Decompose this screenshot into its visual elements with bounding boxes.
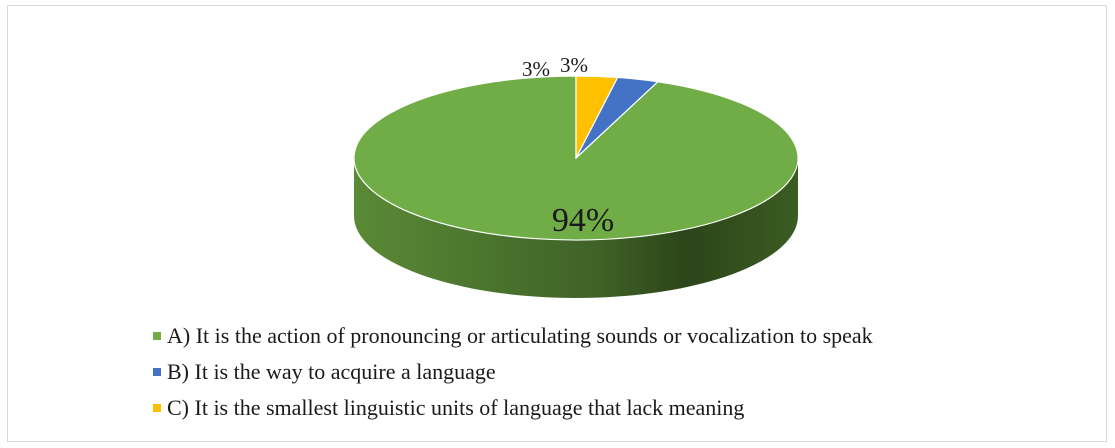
legend-label-c: C) It is the smallest linguistic units o… (167, 395, 745, 420)
pie-slices (353, 75, 799, 241)
legend: A) It is the action of pronouncing or ar… (153, 318, 873, 426)
data-label-b: 3% (522, 57, 550, 81)
data-label-c: 3% (560, 53, 588, 77)
pie-side (354, 158, 798, 298)
legend-item-c: C) It is the smallest linguistic units o… (153, 390, 873, 426)
legend-label-b: B) It is the way to acquire a language (167, 359, 496, 384)
chart-frame: 94% 3% 3% A) It is the action of pronounci… (7, 5, 1107, 442)
legend-item-a: A) It is the action of pronouncing or ar… (153, 318, 873, 354)
legend-item-b: B) It is the way to acquire a language (153, 354, 873, 390)
pie-chart: 94% 3% 3% (353, 53, 799, 298)
legend-label-a: A) It is the action of pronouncing or ar… (167, 323, 873, 348)
data-label-a: 94% (552, 202, 614, 239)
pie-slice-c (575, 75, 619, 159)
legend-swatch-a (153, 332, 161, 340)
pie-data-labels: 94% 3% 3% (522, 53, 614, 239)
legend-swatch-b (153, 368, 161, 376)
pie-side-wall (354, 158, 798, 298)
legend-swatch-c (153, 404, 161, 412)
